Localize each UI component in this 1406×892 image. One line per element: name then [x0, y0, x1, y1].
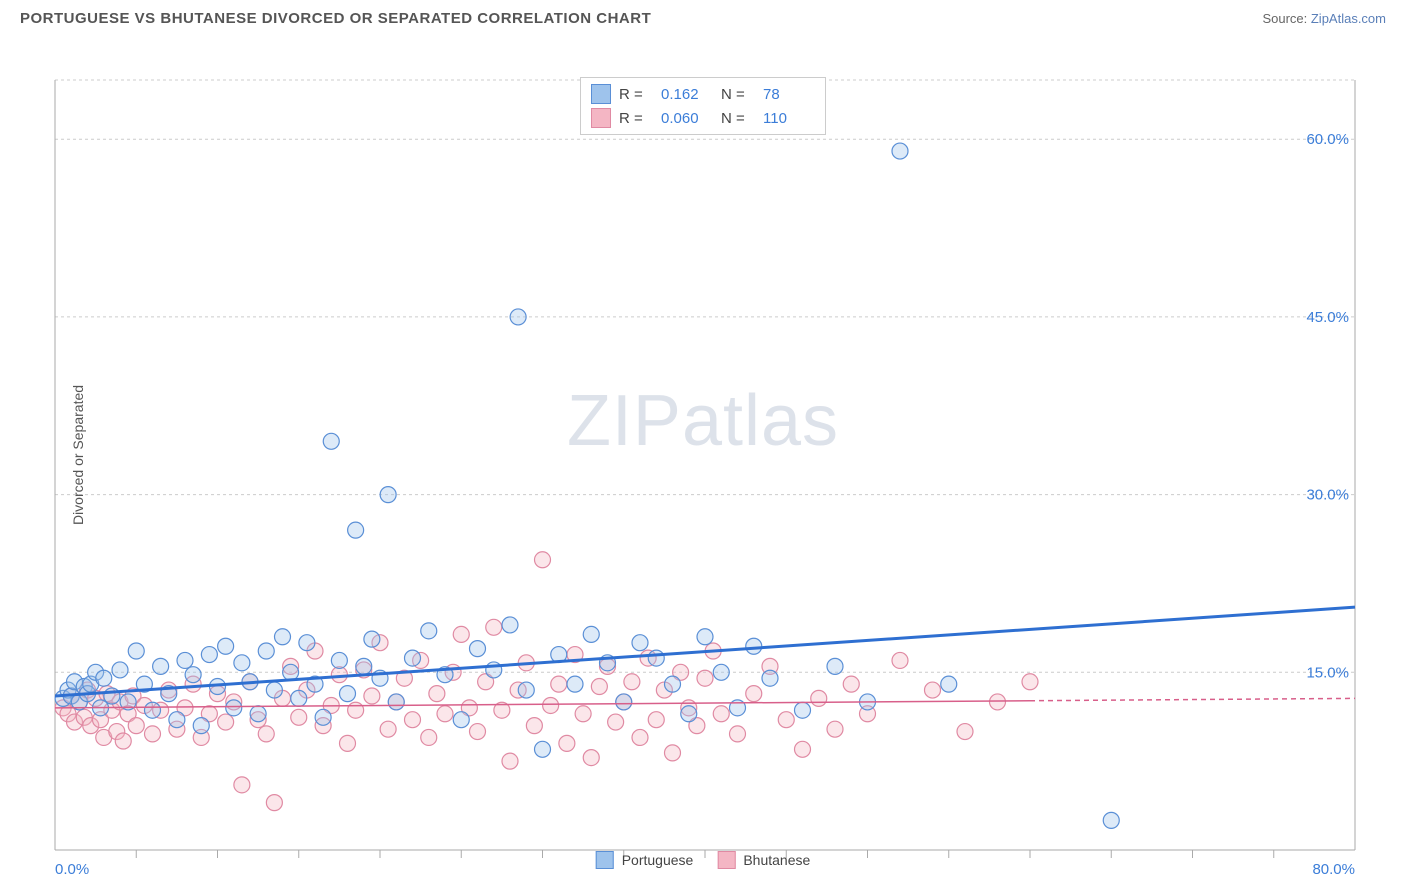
chart-container: Divorced or Separated ZIPatlas 0.0%80.0%…	[0, 35, 1406, 875]
scatter-chart: 0.0% 80.0% 15.0% 30.0% 45.0% 60.0%	[0, 35, 1406, 875]
svg-text:30.0%: 30.0%	[1306, 487, 1349, 504]
legend-swatch	[591, 108, 611, 128]
svg-text:0.0%: 0.0%	[55, 861, 89, 875]
series-legend: Portuguese Bhutanese	[596, 851, 811, 869]
legend-swatch	[591, 84, 611, 104]
correlation-legend: R =0.162N =78R =0.060N =110	[580, 77, 826, 135]
legend-swatch	[717, 851, 735, 869]
series-legend-item: Portuguese	[596, 851, 694, 869]
legend-swatch	[596, 851, 614, 869]
source-attribution: Source: ZipAtlas.com	[1262, 11, 1386, 26]
svg-text:80.0%: 80.0%	[1312, 861, 1355, 875]
legend-label: Portuguese	[622, 852, 694, 868]
svg-text:15.0%: 15.0%	[1306, 664, 1349, 681]
svg-text:45.0%: 45.0%	[1306, 309, 1349, 326]
source-link[interactable]: ZipAtlas.com	[1311, 11, 1386, 26]
series-legend-item: Bhutanese	[717, 851, 810, 869]
chart-title: PORTUGUESE VS BHUTANESE DIVORCED OR SEPA…	[20, 10, 651, 27]
svg-text:60.0%: 60.0%	[1306, 131, 1349, 148]
legend-row: R =0.060N =110	[591, 106, 815, 130]
header: PORTUGUESE VS BHUTANESE DIVORCED OR SEPA…	[0, 0, 1406, 35]
legend-row: R =0.162N =78	[591, 82, 815, 106]
y-axis-label: Divorced or Separated	[70, 385, 86, 525]
legend-label: Bhutanese	[743, 852, 810, 868]
